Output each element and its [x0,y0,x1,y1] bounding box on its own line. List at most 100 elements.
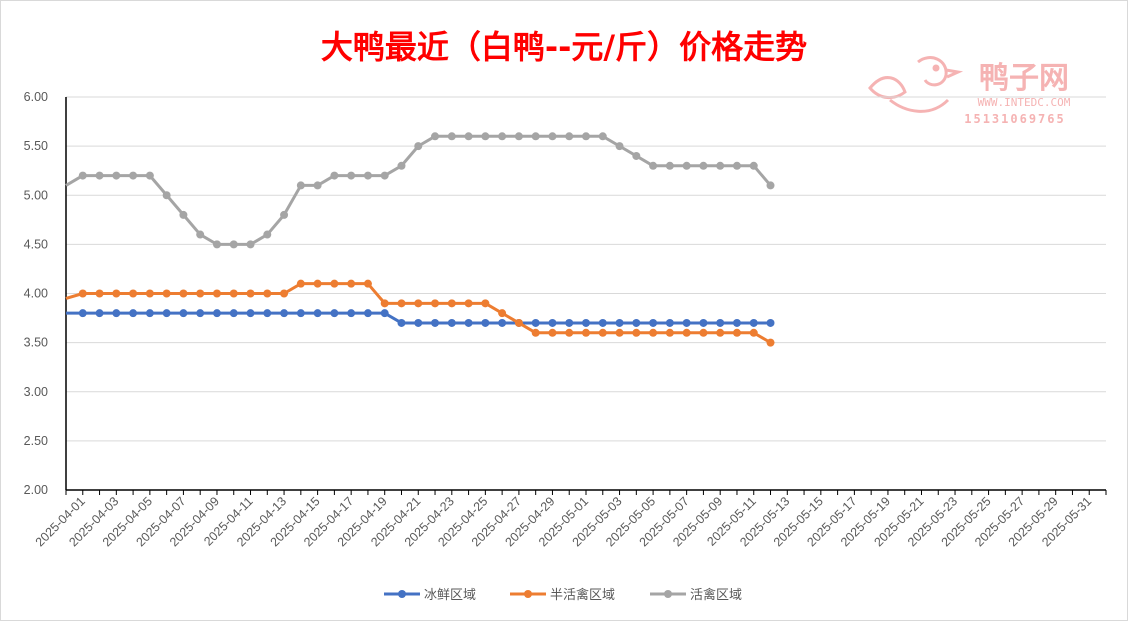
data-point [313,309,322,318]
data-point [145,309,154,318]
series-2 [65,279,775,347]
y-tick-label: 4.00 [24,287,48,301]
data-point [129,171,138,180]
legend-marker [664,590,672,598]
chart-title: 大鸭最近（白鸭--元/斤）价格走势 [321,28,807,66]
data-point [397,299,406,308]
data-point [162,191,171,200]
data-point [531,328,540,337]
data-point [78,171,87,180]
data-point [112,309,121,318]
data-point [397,318,406,327]
data-point [615,142,624,151]
data-point [347,309,356,318]
data-point [363,279,372,288]
data-point [481,318,490,327]
watermark-logo: 鸭子网 WWW.INTEDC.COM 15131069765 [868,56,1071,126]
data-point [246,240,255,249]
data-point [414,142,423,151]
data-point [196,309,205,318]
data-point [280,309,289,318]
legend: 冰鲜区域 半活禽区域 活禽区域 [384,587,742,603]
data-point [649,161,658,170]
y-tick-label: 3.00 [24,385,48,399]
legend-item: 冰鲜区域 [384,588,476,603]
legend-item: 活禽区域 [650,587,742,603]
data-point [716,328,725,337]
data-point [531,132,540,141]
data-point [330,171,339,180]
data-point [464,132,473,141]
data-point [649,318,658,327]
data-point [498,309,507,318]
data-point [447,299,456,308]
y-tick-label: 3.50 [24,336,48,350]
data-point [464,299,473,308]
data-point [145,289,154,298]
data-point [565,318,574,327]
data-point [95,171,104,180]
data-point [548,132,557,141]
data-point [766,338,775,347]
data-point [414,299,423,308]
data-point [716,161,725,170]
data-point [347,279,356,288]
data-point [296,279,305,288]
data-point [229,289,238,298]
data-point [280,210,289,219]
data-point [212,289,221,298]
data-point [732,161,741,170]
legend-label: 半活禽区域 [550,587,615,603]
data-point [531,318,540,327]
data-point [179,210,188,219]
data-point [514,132,523,141]
y-tick-label: 6.00 [24,90,48,104]
data-point [280,289,289,298]
watermark-brand: 鸭子网 [979,61,1069,96]
data-point [615,318,624,327]
data-point [665,318,674,327]
data-point [716,318,725,327]
legend-label: 冰鲜区域 [424,588,476,603]
data-point [380,171,389,180]
watermark-url: WWW.INTEDC.COM [978,96,1071,109]
data-point [296,181,305,190]
data-point [263,230,272,239]
data-point [665,161,674,170]
data-point [582,328,590,337]
data-point [447,318,456,327]
data-point [263,289,272,298]
data-point [431,299,440,308]
y-tick-label: 5.50 [24,139,48,153]
y-tick-label: 4.50 [24,237,48,251]
data-point [565,132,574,141]
y-axis-ticks: 6.00 5.50 5.00 4.50 4.00 3.50 3.00 2.50 2.00 [24,90,48,497]
data-point [380,309,389,318]
data-point [548,318,557,327]
watermark-phone: 15131069765 [964,112,1065,126]
y-tick-label: 2.50 [24,434,48,448]
data-point [414,318,423,327]
data-point [347,171,356,180]
data-point [514,318,523,327]
data-point [179,289,188,298]
data-point [598,132,607,141]
y-tick-label: 2.00 [24,483,48,497]
data-point [699,328,708,337]
data-point [145,171,154,180]
data-point [732,318,741,327]
data-point [363,171,372,180]
series-lines [65,132,775,347]
data-point [498,132,507,141]
data-point [732,328,741,337]
data-point [699,318,708,327]
data-point [481,299,490,308]
data-point [95,289,104,298]
duck-logo-icon [868,56,964,113]
data-point [246,289,255,298]
data-point [632,318,641,327]
data-point [481,132,490,141]
data-point [548,328,557,337]
data-point [582,318,590,327]
